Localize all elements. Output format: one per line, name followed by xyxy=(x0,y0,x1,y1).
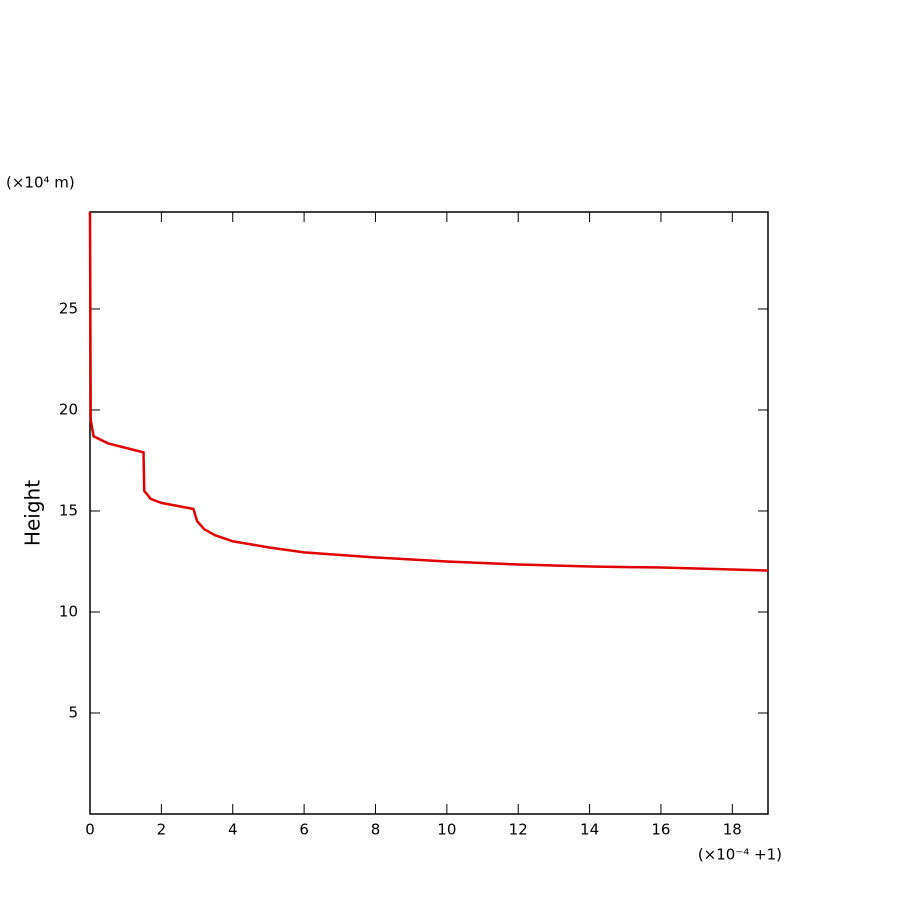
x-unit-label: (×10⁻⁴ +1) xyxy=(698,846,782,864)
y-tick-label: 20 xyxy=(59,400,78,418)
x-tick-label: 10 xyxy=(437,821,456,839)
y-tick-label: 5 xyxy=(68,703,78,721)
y-tick-label: 25 xyxy=(59,299,78,317)
y-tick-label: 10 xyxy=(59,602,78,620)
x-tick-label: 12 xyxy=(509,821,528,839)
x-tick-label: 14 xyxy=(580,821,599,839)
data-line xyxy=(88,211,769,572)
x-tick-label: 2 xyxy=(157,821,167,839)
y-axis-label: Height xyxy=(21,480,45,546)
y-unit-label: (×10⁴ m) xyxy=(6,174,75,192)
x-tick-label: 16 xyxy=(651,821,670,839)
x-tick-label: 6 xyxy=(299,821,309,839)
x-tick-label: 8 xyxy=(371,821,381,839)
plot-frame xyxy=(89,211,769,815)
x-tick-label: 0 xyxy=(85,821,95,839)
x-tick-label: 18 xyxy=(723,821,742,839)
y-tick-label: 15 xyxy=(59,501,78,519)
x-tick-label: 4 xyxy=(228,821,238,839)
